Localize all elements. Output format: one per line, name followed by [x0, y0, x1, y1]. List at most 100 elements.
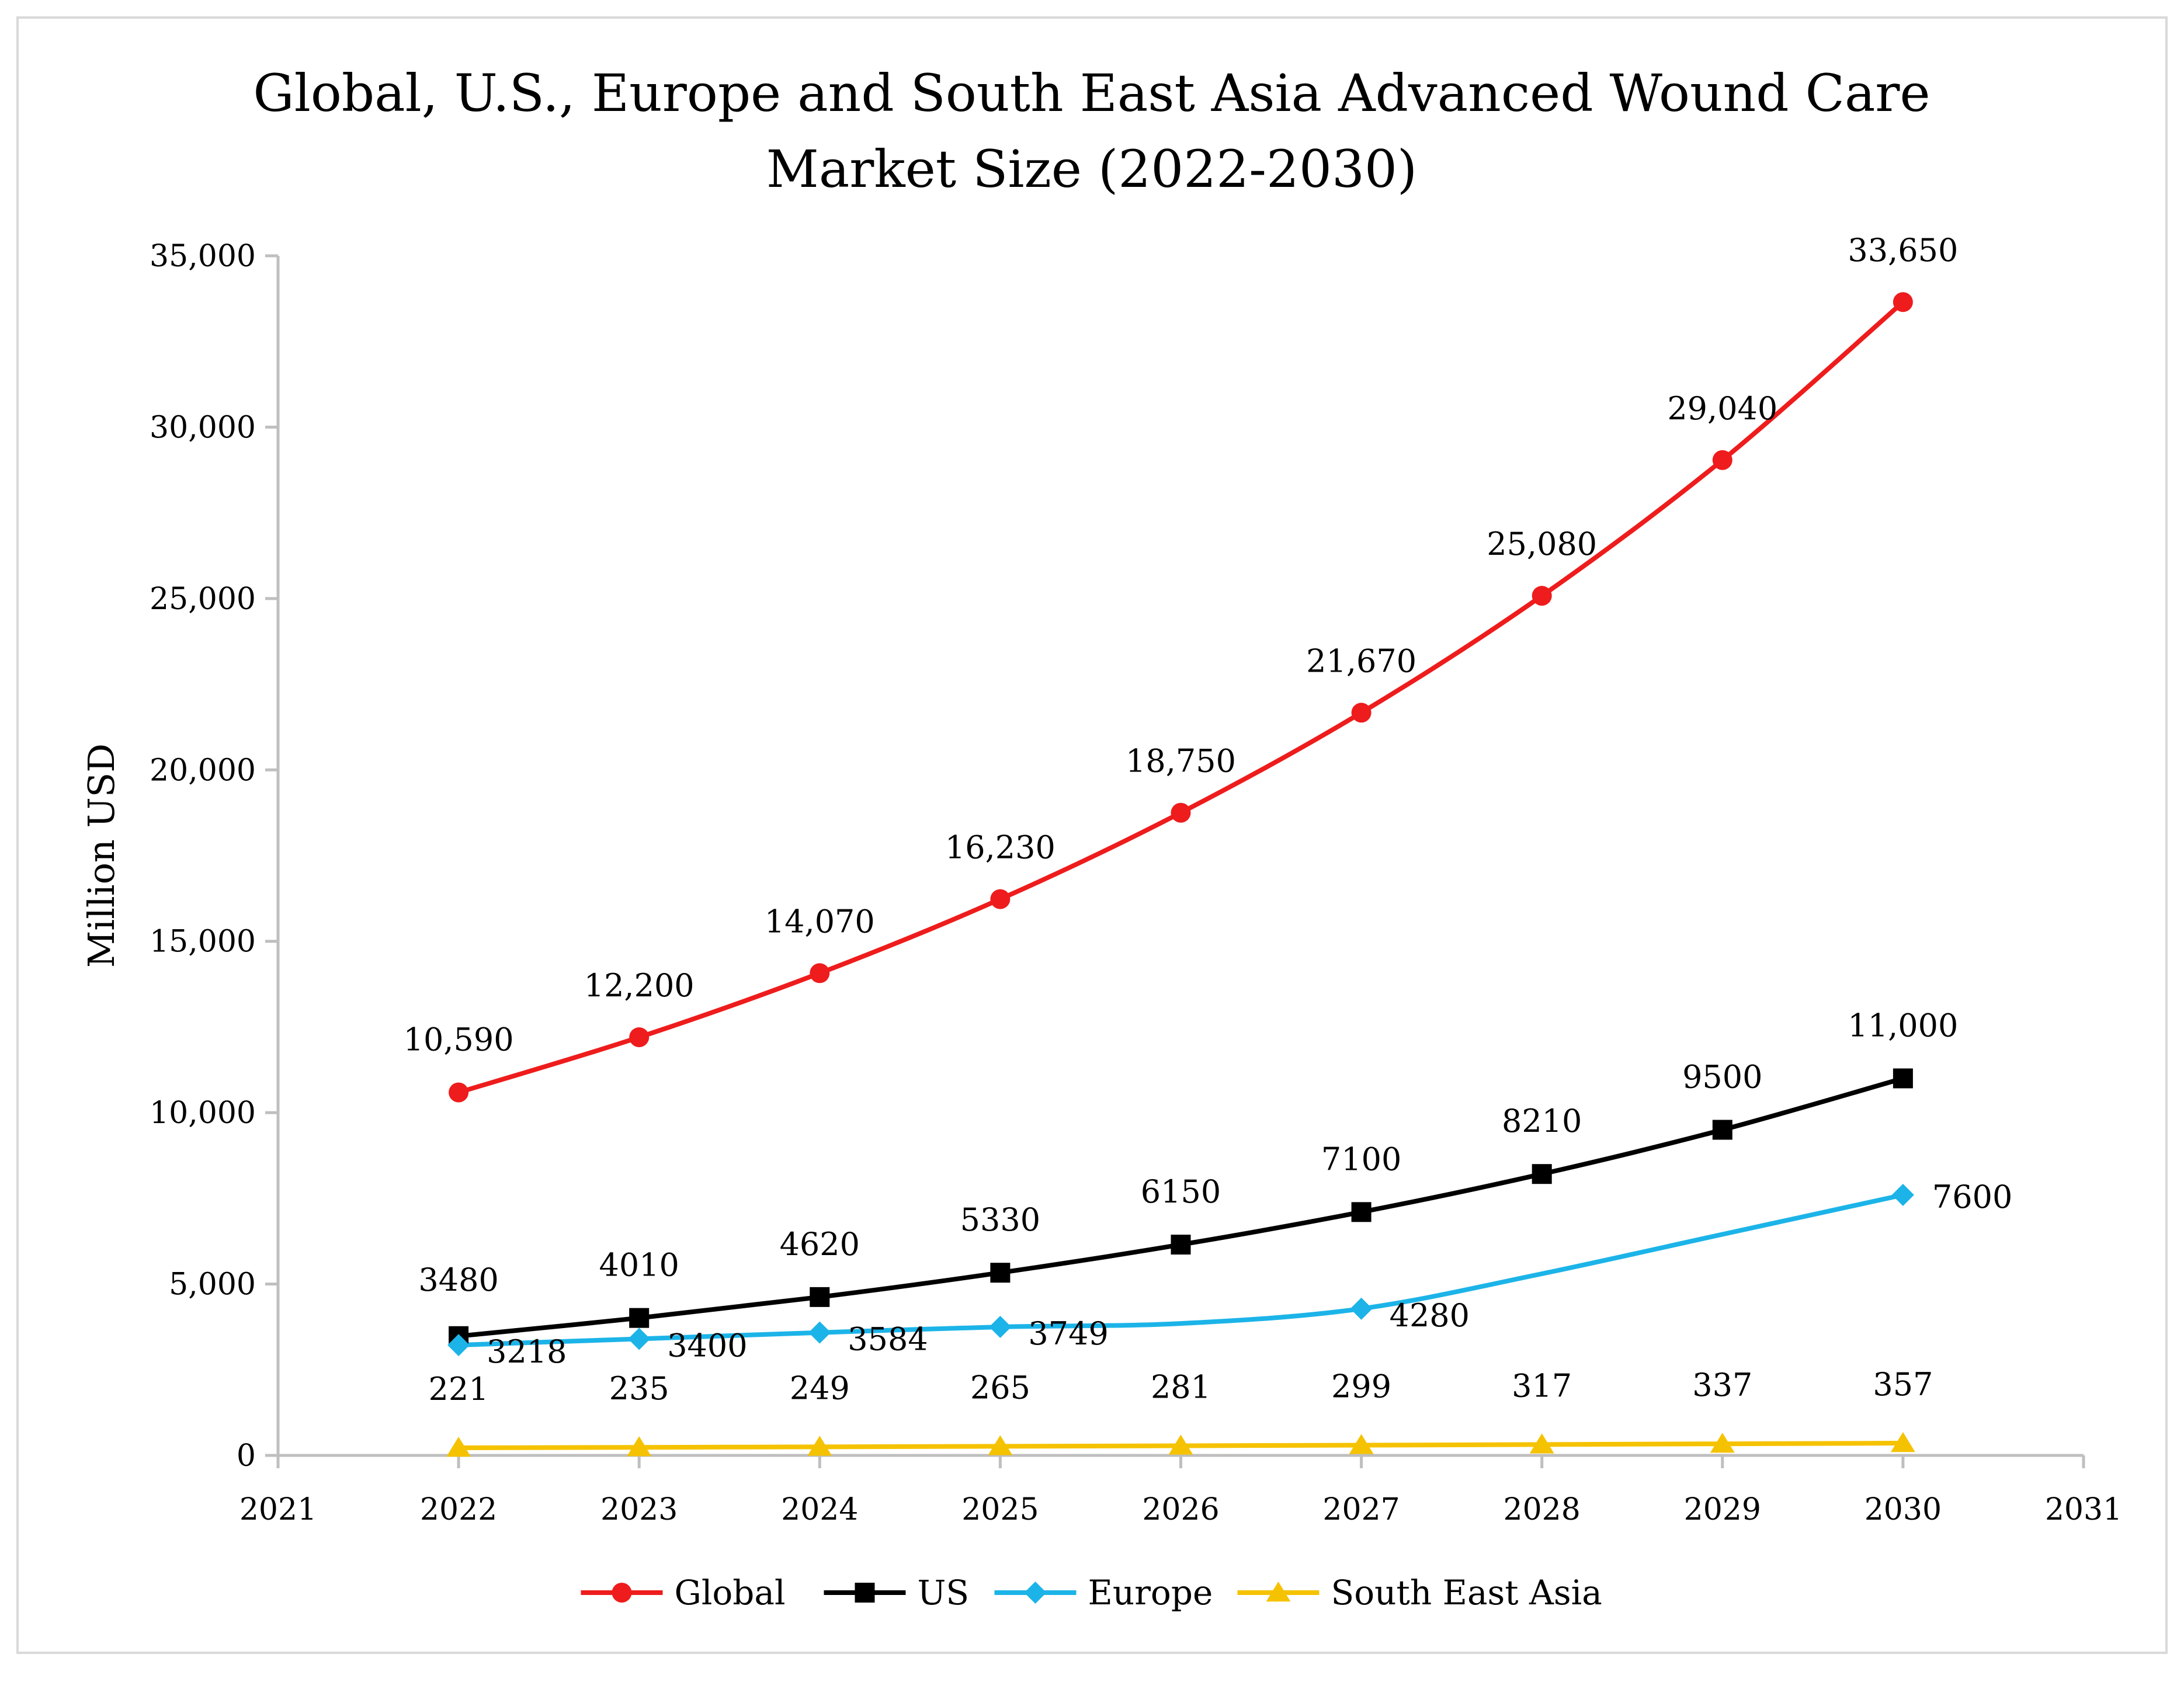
- data-label-global: 33,650: [1848, 232, 1958, 269]
- series-line-europe: [456, 1193, 1905, 1348]
- data-point-europe: [808, 1321, 831, 1344]
- data-label-south-east-asia: 317: [1512, 1367, 1572, 1404]
- data-point-us: [1171, 1235, 1191, 1255]
- data-point-south-east-asia: [1529, 1433, 1554, 1454]
- legend: Global US Europe South East Asia: [581, 1573, 1602, 1613]
- data-point-us: [990, 1263, 1011, 1283]
- data-label-europe: 7600: [1932, 1179, 2012, 1215]
- data-label-europe: 3218: [487, 1333, 567, 1370]
- legend-label-south-east-asia: South East Asia: [1331, 1573, 1602, 1613]
- x-tick-label: 2026: [1142, 1492, 1219, 1527]
- data-point-europe: [1891, 1183, 1914, 1206]
- data-label-us: 11,000: [1848, 1007, 1958, 1044]
- x-tick-label: 2028: [1504, 1492, 1581, 1527]
- legend-item-us: US: [824, 1573, 970, 1613]
- x-tick-label: 2027: [1322, 1492, 1400, 1527]
- data-point-us: [810, 1287, 830, 1307]
- data-point-global: [1171, 802, 1191, 823]
- data-label-south-east-asia: 235: [609, 1370, 669, 1407]
- data-label-global: 10,590: [404, 1021, 514, 1058]
- data-point-south-east-asia: [807, 1436, 832, 1456]
- data-point-global: [1893, 292, 1913, 312]
- data-label-global: 18,750: [1126, 743, 1236, 780]
- chart-frame: [16, 16, 2168, 1654]
- data-point-south-east-asia: [446, 1437, 471, 1457]
- data-label-europe: 4280: [1390, 1297, 1470, 1334]
- y-tick-label: 10,000: [150, 1096, 256, 1131]
- x-tick-label: 2031: [2045, 1492, 2122, 1527]
- y-tick-label: 35,000: [150, 239, 256, 274]
- legend-marker-south-east-asia: [1266, 1582, 1291, 1602]
- data-label-global: 21,670: [1306, 642, 1416, 679]
- legend-label-us: US: [918, 1573, 970, 1613]
- x-tick-label: 2029: [1684, 1492, 1761, 1527]
- data-label-us: 8210: [1502, 1103, 1582, 1139]
- data-point-south-east-asia: [1710, 1433, 1735, 1453]
- legend-label-europe: Europe: [1088, 1573, 1213, 1613]
- y-tick-label: 30,000: [150, 410, 256, 445]
- x-tick-label: 2021: [239, 1492, 317, 1527]
- data-point-us: [1351, 1202, 1371, 1222]
- legend-item-global: Global: [581, 1573, 786, 1613]
- x-tick-label: 2025: [961, 1492, 1039, 1527]
- data-point-europe: [447, 1334, 470, 1357]
- data-point-us: [1712, 1120, 1732, 1140]
- data-point-global: [990, 889, 1011, 909]
- legend-marker-europe: [1024, 1582, 1047, 1604]
- x-tick-label: 2022: [420, 1492, 497, 1527]
- data-point-south-east-asia: [627, 1436, 652, 1457]
- data-point-global: [1351, 703, 1371, 723]
- data-label-global: 14,070: [765, 903, 875, 940]
- legend-marker-us: [855, 1583, 875, 1603]
- data-labels-group: 10,590 12,200 14,070 16,230 18,750 21,670 25,0…: [404, 232, 2013, 1408]
- data-point-us: [1893, 1068, 1913, 1089]
- data-label-us: 4620: [780, 1226, 860, 1263]
- data-label-south-east-asia: 299: [1331, 1368, 1391, 1405]
- data-point-south-east-asia: [1168, 1434, 1193, 1455]
- axes-group: 0 5,000 10,000 15,000 20,000 25,000 30,000 35,0…: [150, 239, 2122, 1527]
- chart-title-line-2: Market Size (2022-2030): [766, 139, 1418, 199]
- data-point-global: [449, 1082, 469, 1103]
- data-label-global: 25,080: [1487, 526, 1597, 562]
- data-point-south-east-asia: [988, 1435, 1013, 1455]
- data-point-south-east-asia: [1891, 1432, 1915, 1452]
- data-label-south-east-asia: 221: [429, 1371, 489, 1408]
- x-tick-label: 2024: [781, 1492, 858, 1527]
- series-line-global: [456, 300, 1905, 1095]
- chart-title-line-1: Global, U.S., Europe and South East Asia…: [253, 63, 1930, 123]
- legend-label-global: Global: [675, 1573, 786, 1613]
- data-label-us: 9500: [1682, 1058, 1762, 1095]
- data-label-global: 16,230: [945, 829, 1055, 866]
- data-point-global: [810, 963, 830, 984]
- series-markers-group: [446, 292, 1915, 1457]
- legend-marker-global: [612, 1583, 632, 1603]
- data-point-us: [629, 1308, 650, 1328]
- data-label-south-east-asia: 265: [970, 1369, 1030, 1406]
- x-tick-label: 2030: [1864, 1492, 1942, 1527]
- y-tick-label: 20,000: [150, 753, 256, 788]
- data-point-europe: [989, 1315, 1012, 1338]
- data-point-global: [1532, 586, 1552, 606]
- legend-item-south-east-asia: South East Asia: [1237, 1573, 1602, 1613]
- y-tick-label: 25,000: [150, 582, 256, 617]
- data-label-south-east-asia: 281: [1151, 1369, 1211, 1406]
- data-point-global: [1712, 450, 1732, 470]
- data-point-europe: [1350, 1297, 1373, 1320]
- legend-item-europe: Europe: [994, 1573, 1213, 1613]
- data-point-europe: [628, 1327, 651, 1350]
- data-label-us: 7100: [1321, 1141, 1401, 1177]
- x-tick-label: 2023: [600, 1492, 678, 1527]
- data-label-global: 29,040: [1667, 390, 1777, 427]
- y-tick-label: 5,000: [169, 1267, 256, 1302]
- data-point-global: [629, 1027, 650, 1048]
- data-label-us: 4010: [599, 1247, 679, 1284]
- data-label-south-east-asia: 357: [1873, 1366, 1933, 1403]
- data-point-us: [1532, 1164, 1552, 1184]
- data-label-us: 5330: [960, 1201, 1040, 1238]
- data-label-global: 12,200: [584, 967, 695, 1004]
- data-label-south-east-asia: 337: [1692, 1367, 1752, 1403]
- data-label-europe: 3749: [1028, 1315, 1108, 1352]
- y-tick-label: 0: [237, 1438, 256, 1474]
